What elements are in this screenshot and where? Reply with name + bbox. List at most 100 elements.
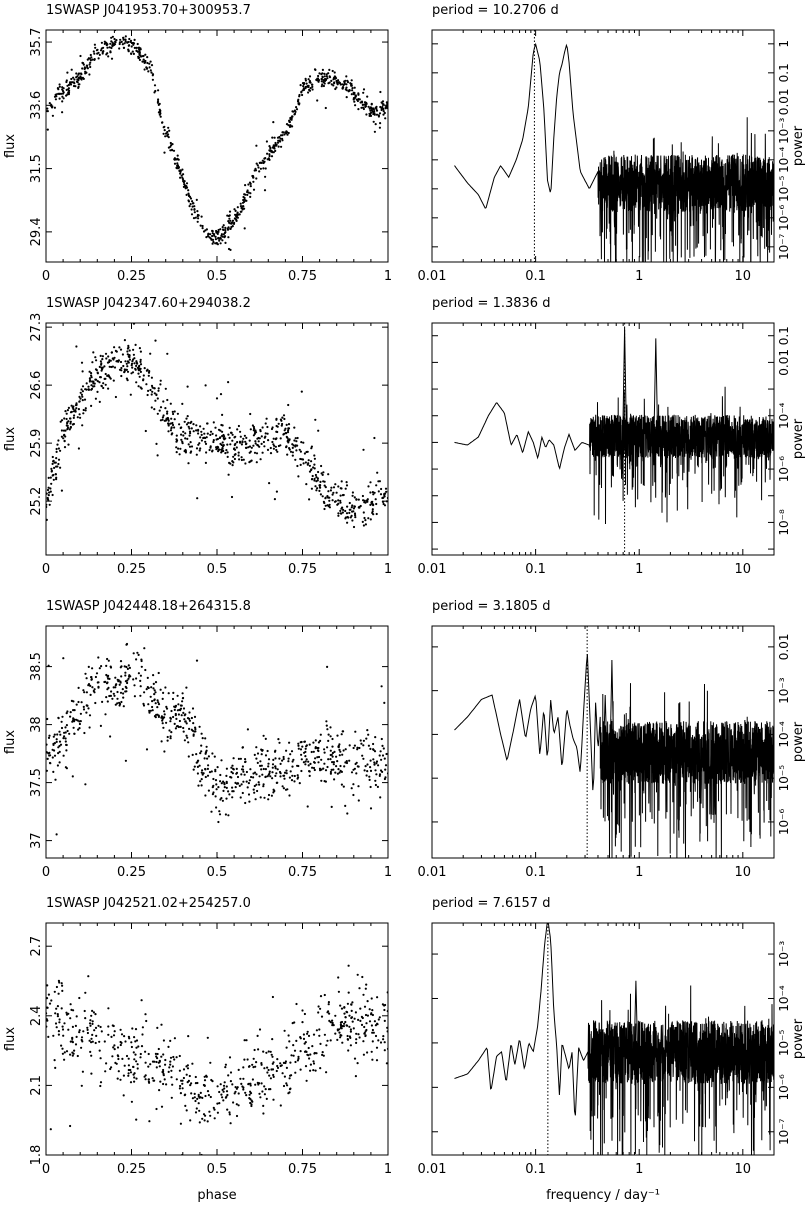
data-point <box>123 339 126 342</box>
data-point <box>159 688 162 691</box>
data-point <box>61 95 64 98</box>
data-point <box>104 680 107 684</box>
data-point <box>107 1033 110 1036</box>
data-point <box>280 424 283 427</box>
data-point <box>377 480 380 483</box>
data-point <box>364 105 368 108</box>
data-point <box>94 1041 97 1045</box>
data-point <box>143 367 146 370</box>
data-point <box>104 377 107 380</box>
data-point <box>282 774 285 777</box>
y-tick-label: 10⁻⁶ <box>777 204 791 231</box>
data-point <box>258 161 261 164</box>
data-point <box>383 777 386 781</box>
data-point <box>308 464 311 467</box>
data-point <box>252 1066 255 1069</box>
data-point <box>300 753 303 756</box>
data-point <box>224 437 227 440</box>
data-point <box>362 499 365 502</box>
data-point <box>148 66 151 69</box>
data-point <box>325 1044 328 1047</box>
data-point <box>309 1069 312 1072</box>
x-tick-label: 0.01 <box>418 269 447 284</box>
data-point <box>148 711 151 714</box>
data-point <box>308 743 311 746</box>
data-point <box>327 82 330 85</box>
data-point <box>244 440 247 443</box>
data-point <box>121 1057 124 1060</box>
data-point <box>58 85 61 88</box>
data-point <box>69 1017 72 1020</box>
data-point <box>331 69 334 73</box>
data-point <box>165 721 168 724</box>
data-point <box>81 424 84 427</box>
data-point <box>214 770 217 773</box>
data-point <box>80 1036 84 1039</box>
data-point <box>231 786 234 789</box>
data-point <box>274 141 277 145</box>
data-point <box>66 710 69 713</box>
data-point <box>259 458 262 461</box>
data-point <box>275 772 278 775</box>
data-point <box>337 976 340 979</box>
data-point <box>159 379 162 382</box>
data-point <box>296 464 299 468</box>
data-point <box>147 703 150 706</box>
data-point <box>169 429 172 432</box>
data-point <box>88 714 92 717</box>
data-point <box>110 1035 113 1038</box>
data-point <box>130 362 134 365</box>
data-point <box>88 1039 91 1042</box>
data-point <box>192 733 195 736</box>
data-point <box>103 1040 106 1043</box>
data-point <box>217 820 220 824</box>
data-point <box>260 1063 263 1066</box>
data-point <box>111 697 114 700</box>
data-point <box>256 164 259 167</box>
data-point <box>203 1079 207 1082</box>
y-tick-label: 38.5 <box>29 652 44 681</box>
data-point <box>383 492 386 495</box>
data-point <box>166 398 169 402</box>
data-point <box>339 1036 342 1039</box>
data-point <box>229 431 233 434</box>
data-point <box>236 206 239 209</box>
data-point <box>255 177 258 180</box>
data-point <box>105 673 108 677</box>
data-point <box>256 1034 259 1037</box>
data-point <box>329 758 332 761</box>
data-point <box>129 393 132 396</box>
data-point <box>262 161 265 165</box>
data-point <box>309 1063 312 1066</box>
data-point <box>287 429 290 432</box>
data-point <box>90 1041 93 1044</box>
data-point <box>233 443 236 447</box>
data-point <box>192 722 195 725</box>
plot-content <box>46 964 388 1155</box>
data-point <box>259 796 262 799</box>
data-point <box>112 1046 115 1049</box>
data-point <box>149 69 152 72</box>
data-point <box>134 1053 137 1056</box>
data-point <box>59 420 62 423</box>
data-point <box>327 758 330 761</box>
data-point <box>178 1069 181 1072</box>
data-point <box>85 382 88 385</box>
data-point <box>250 446 253 449</box>
data-point <box>367 733 370 736</box>
data-point <box>371 110 374 113</box>
data-point <box>164 1058 167 1062</box>
data-point <box>195 1107 198 1110</box>
y-tick-label: 29.4 <box>29 217 44 246</box>
data-point <box>130 52 133 56</box>
data-point <box>378 774 381 778</box>
data-point <box>330 83 333 86</box>
data-point <box>364 523 367 526</box>
data-point <box>272 1073 275 1077</box>
data-point <box>247 446 250 449</box>
y-tick-label: 10⁻³ <box>777 677 791 704</box>
data-point <box>350 514 353 518</box>
data-point <box>223 1081 226 1084</box>
data-point <box>185 186 189 189</box>
data-point <box>196 213 199 217</box>
